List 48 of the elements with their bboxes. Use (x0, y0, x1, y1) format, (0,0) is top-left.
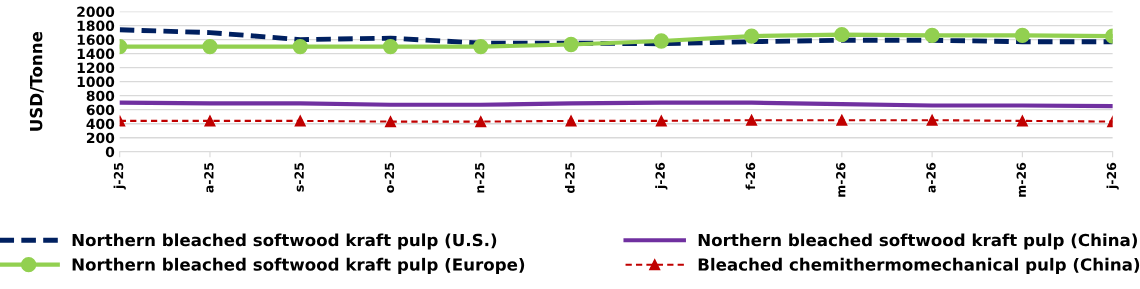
legend-label: Northern bleached softwood kraft pulp (Europe) (72, 257, 525, 274)
x-tick-label: j-25 (113, 163, 126, 190)
point (655, 115, 667, 127)
point (384, 116, 397, 128)
x-tick-label: m-26 (1016, 162, 1026, 197)
point (836, 114, 848, 126)
point (563, 36, 579, 53)
legend-label: Northern bleached softwood kraft pulp (U.S.) (72, 233, 497, 250)
legend-label: Bleached chemithermomechanical pulp (China) (698, 257, 1140, 274)
point (834, 27, 850, 43)
y-tick-label: 1800 (77, 20, 115, 32)
x-tick-label: d-25 (564, 163, 575, 194)
x-tick-label: o-25 (384, 163, 395, 193)
x-tick-label: m-26 (836, 162, 846, 197)
point (653, 33, 669, 49)
y-axis-title: USD/Tonne (29, 31, 44, 131)
point (475, 116, 487, 128)
point (746, 114, 758, 126)
y-tick-label: 1600 (77, 34, 115, 46)
x-tick-label: j-26 (1106, 162, 1119, 190)
point (926, 114, 938, 126)
point (202, 38, 218, 55)
point (1016, 115, 1028, 127)
point (292, 38, 308, 55)
y-tick-label: 1000 (77, 76, 115, 88)
x-tick-label: n-25 (474, 163, 485, 193)
point (294, 115, 306, 127)
point (924, 27, 940, 44)
x-tick-label: a-25 (204, 163, 214, 193)
x-tick-label: f-26 (745, 162, 756, 190)
x-tick-label: a-26 (926, 162, 936, 193)
point (743, 28, 760, 44)
legend-label: Northern bleached softwood kraft pulp (China) (698, 233, 1137, 250)
y-tick-label: 200 (86, 132, 115, 144)
point (204, 115, 216, 127)
y-tick-label: 2000 (77, 6, 115, 18)
point (565, 115, 577, 127)
x-tick-label: s-25 (294, 163, 304, 192)
y-tick-label: 600 (86, 104, 115, 116)
y-tick-label: 800 (86, 90, 115, 102)
y-tick-label: 0 (105, 146, 115, 158)
point (1014, 27, 1031, 44)
point (473, 38, 489, 55)
y-tick-label: 400 (86, 118, 115, 130)
x-tick-label: j-26 (655, 162, 668, 190)
point (382, 38, 399, 55)
y-tick-label: 1400 (77, 48, 115, 60)
y-tick-label: 1200 (77, 62, 115, 74)
